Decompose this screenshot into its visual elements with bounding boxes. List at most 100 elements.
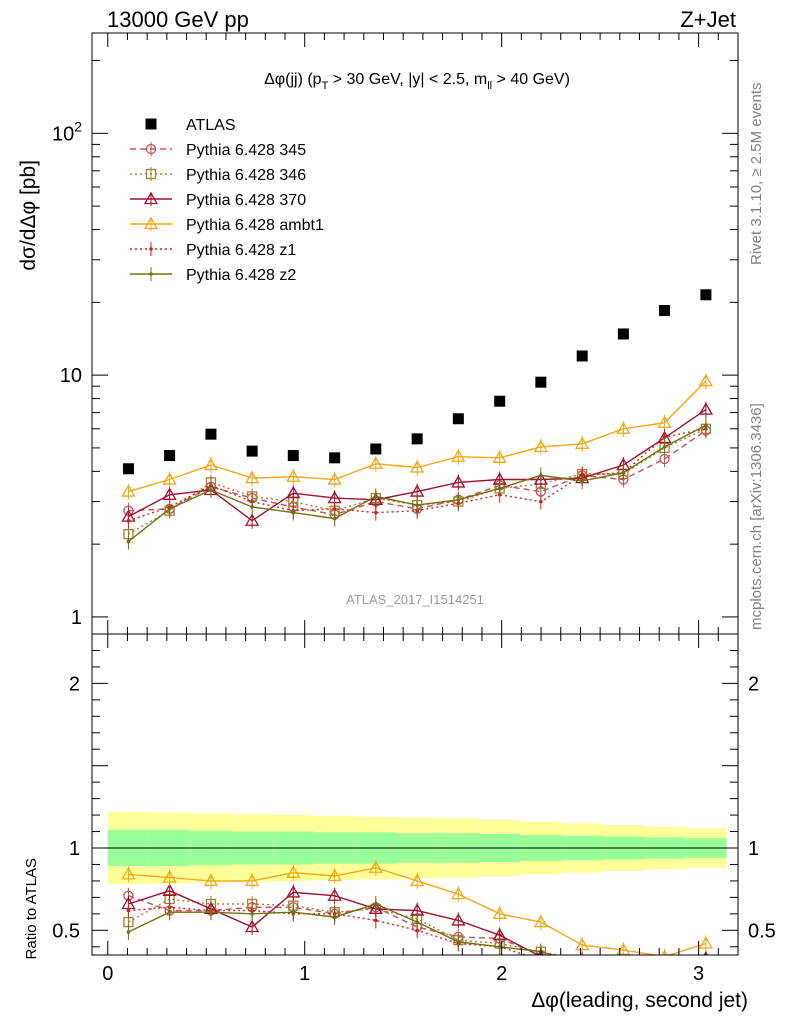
x-tick-label: 1 (299, 963, 310, 985)
main-point (535, 376, 547, 388)
main-point (291, 510, 296, 515)
main-series-pythia-6-428-z2 (126, 417, 708, 550)
ratio-y-tick-label-left: 0.5 (52, 920, 80, 942)
ratio-point (327, 868, 342, 882)
x-tick-label: 2 (496, 963, 507, 985)
main-point (332, 516, 337, 521)
ratio-point (162, 883, 177, 896)
ratio-point (286, 865, 301, 878)
legend-label: Pythia 6.428 346 (186, 167, 306, 184)
ratio-series-pythia-6-428-370 (121, 882, 709, 968)
plot-title-b: > 30 GeV, |y| < 2.5, m (328, 71, 487, 88)
legend-label: Pythia 6.428 z1 (186, 242, 296, 259)
ratio-point (368, 860, 383, 873)
legend-item-pythia-6-428-ambt1: Pythia 6.428 ambt1 (130, 216, 324, 234)
ratio-point (456, 940, 461, 944)
rivet-label: Rivet 3.1.10, ≥ 2.5M events (748, 83, 765, 266)
main-point (451, 449, 466, 462)
main-point (616, 421, 631, 434)
main-point (698, 373, 714, 387)
main-point (122, 463, 134, 475)
plot-title-a: Δφ(jj) (p (264, 71, 322, 88)
main-point (704, 423, 708, 428)
legend-marker (149, 272, 153, 276)
main-point (203, 457, 219, 471)
main-y-tick-label: 1 (71, 607, 82, 629)
main-point (374, 494, 378, 499)
main-point (246, 445, 258, 457)
ratio-point (660, 964, 669, 973)
ratio-point (580, 958, 584, 962)
ratio-y-tick-label-left: 1 (69, 838, 80, 860)
legend-item-pythia-6-428-370: Pythia 6.428 370 (130, 191, 306, 209)
ratio-point (492, 906, 507, 919)
main-point (456, 498, 461, 502)
main-y-tick-label: 10 (60, 365, 82, 387)
ratio-point (539, 958, 543, 962)
main-point (287, 450, 299, 462)
ratio-point (704, 965, 708, 969)
main-point (368, 456, 383, 469)
main-point (659, 305, 671, 317)
legend-label: Pythia 6.428 370 (186, 192, 306, 209)
ratio-point (167, 910, 172, 914)
ratio-point (332, 915, 337, 919)
main-ylabel: dσ/dΔφ [pb] (17, 160, 40, 271)
ratio-point (698, 936, 714, 949)
main-point (327, 472, 342, 485)
ratio-point (622, 966, 626, 970)
ratio-point (660, 969, 669, 978)
main-point (452, 413, 464, 425)
legend-label: Pythia 6.428 345 (186, 142, 306, 159)
main-point (700, 289, 712, 301)
main-point (209, 488, 213, 492)
main-series (121, 289, 714, 550)
main-point (497, 486, 502, 491)
ratio-point (704, 963, 708, 967)
main-point (164, 450, 176, 462)
watermark: ATLAS_2017_I1514251 (346, 592, 484, 607)
ratio-point (286, 885, 301, 898)
ratio-point (580, 954, 584, 955)
main-series-atlas (122, 289, 712, 475)
main-point (451, 475, 466, 488)
main-point (621, 470, 626, 475)
main-y-tick-label: 102 (52, 118, 82, 145)
xlabel: Δφ(leading, second jet) (531, 989, 748, 1012)
ratio-series (121, 859, 714, 978)
legend-label: Pythia 6.428 z2 (186, 267, 296, 284)
ratio-point (663, 966, 667, 970)
legend-marker (145, 168, 157, 180)
x-tick-label: 3 (693, 963, 704, 985)
main-line-pythia-6-428-346 (128, 428, 707, 535)
ratio-point (374, 918, 378, 923)
ratio-y-tick-label-right: 2 (748, 673, 759, 695)
main-point (410, 460, 425, 473)
main-point (580, 479, 585, 483)
main-point (617, 328, 629, 340)
ratio-point (121, 867, 136, 880)
main-point (250, 505, 254, 509)
ratio-point (451, 913, 466, 926)
ratio-point (374, 902, 378, 906)
legend-item-pythia-6-428-345: Pythia 6.428 345 (130, 142, 306, 159)
ratio-point (410, 873, 425, 887)
main-point (576, 350, 588, 362)
main-point (539, 499, 543, 504)
main-point (126, 539, 131, 544)
plot-title: Δφ(jj) (pT > 30 GeV, |y| < 2.5, mll > 40… (264, 71, 570, 92)
legend-marker (143, 191, 159, 205)
legend-label: ATLAS (186, 117, 236, 134)
ratio-point (451, 886, 466, 900)
ratio-point (659, 957, 671, 968)
legend-marker (145, 118, 157, 130)
ratio-panel-frame (91, 633, 739, 956)
main-point (286, 469, 301, 482)
ratio-point (415, 920, 419, 924)
ratio-point (575, 937, 590, 951)
main-point (533, 472, 548, 485)
main-point (494, 395, 506, 407)
header-right: Z+Jet (680, 7, 736, 32)
main-point (539, 473, 543, 478)
main-point (126, 518, 131, 523)
